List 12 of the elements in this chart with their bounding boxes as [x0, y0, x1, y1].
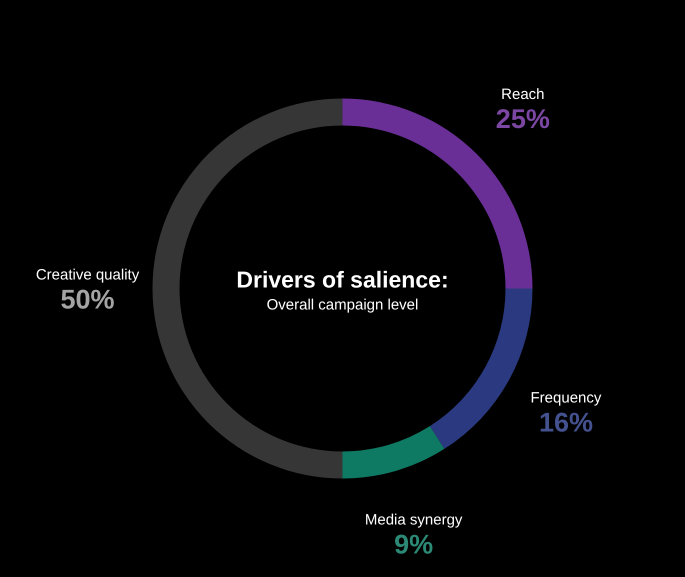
- data-label: 50%: [60, 284, 115, 314]
- slice-label: Reach: [501, 86, 544, 104]
- data-label: 25%: [496, 104, 550, 134]
- data-label: 9%: [394, 529, 434, 560]
- donut-slice: [430, 288, 532, 449]
- text: Drivers of salience:: [236, 266, 449, 292]
- data-label: 16%: [538, 407, 593, 438]
- donut-slice: [342, 426, 444, 478]
- slice-label: Media synergy: [364, 511, 463, 528]
- slice-label: Frequency: [530, 389, 602, 406]
- slice-label: Creative quality: [36, 266, 140, 284]
- text: Overall campaign level: [266, 296, 418, 314]
